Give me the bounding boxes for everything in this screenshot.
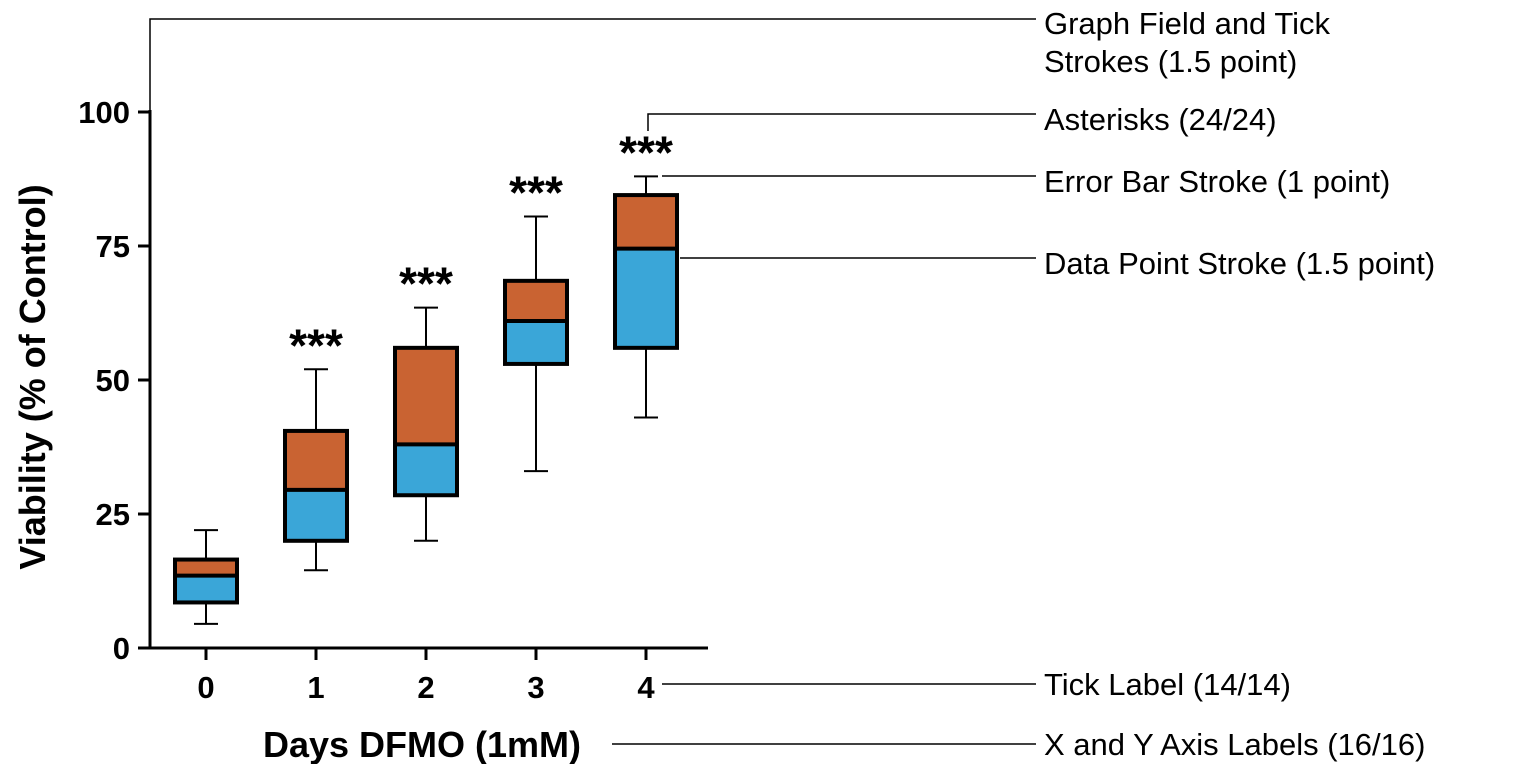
annotation-error-bar: Error Bar Stroke (1 point) — [1044, 164, 1390, 199]
x-tick-label: 1 — [307, 670, 324, 705]
annotation-leader-asterisks — [647, 113, 1036, 131]
box-plot-2 — [393, 306, 459, 542]
x-ticks: 0 1 2 3 4 — [197, 648, 655, 705]
significance-asterisks: *** — [289, 319, 343, 371]
box-upper-quartile — [505, 280, 567, 322]
box-plot-0 — [173, 529, 239, 625]
box-plot-1 — [283, 368, 349, 572]
box-upper-quartile — [285, 430, 347, 490]
y-axis-label: Viability (% of Control) — [12, 184, 53, 569]
box-plot-3 — [503, 215, 569, 473]
x-tick-label: 4 — [637, 670, 655, 705]
box-outline — [283, 428, 349, 543]
box-outline — [613, 193, 679, 350]
significance-asterisks: *** — [399, 258, 453, 310]
annotation-graph-field-line1: Graph Field and Tick — [1044, 6, 1331, 41]
box-upper-quartile — [175, 559, 237, 576]
box-outline — [393, 345, 459, 498]
box-outline — [173, 557, 239, 605]
significance-asterisks: *** — [619, 126, 673, 178]
annotation-leader-graph-field — [149, 18, 1036, 110]
annotation-graph-field-line2: Strokes (1.5 point) — [1044, 44, 1297, 79]
annotations: Graph Field and Tick Strokes (1.5 point)… — [149, 6, 1435, 762]
y-tick-label: 75 — [96, 229, 130, 264]
box-lower-quartile — [505, 321, 567, 364]
x-tick-label: 0 — [197, 670, 214, 705]
x-axis-label: Days DFMO (1mM) — [263, 724, 581, 764]
y-tick-label: 50 — [96, 363, 130, 398]
significance-asterisks: *** — [509, 167, 563, 219]
annotation-data-point: Data Point Stroke (1.5 point) — [1044, 246, 1435, 281]
x-tick-label: 2 — [417, 670, 434, 705]
y-tick-label: 0 — [113, 631, 130, 666]
annotation-tick-label: Tick Label (14/14) — [1044, 667, 1291, 702]
box-lower-quartile — [285, 489, 347, 541]
y-tick-label: 25 — [96, 497, 130, 532]
box-plots — [173, 175, 679, 625]
annotation-asterisks: Asterisks (24/24) — [1044, 102, 1277, 137]
box-lower-quartile — [175, 575, 237, 603]
box-plot-4 — [613, 175, 679, 419]
box-upper-quartile — [615, 195, 677, 249]
significance-markers: *** *** *** *** — [289, 126, 673, 371]
box-upper-quartile — [395, 347, 457, 445]
box-lower-quartile — [395, 444, 457, 496]
y-tick-label: 100 — [78, 95, 130, 130]
annotation-axis-labels: X and Y Axis Labels (16/16) — [1044, 727, 1425, 762]
y-ticks: 0 25 50 75 100 — [78, 95, 150, 666]
x-tick-label: 3 — [527, 670, 544, 705]
box-lower-quartile — [615, 248, 677, 348]
